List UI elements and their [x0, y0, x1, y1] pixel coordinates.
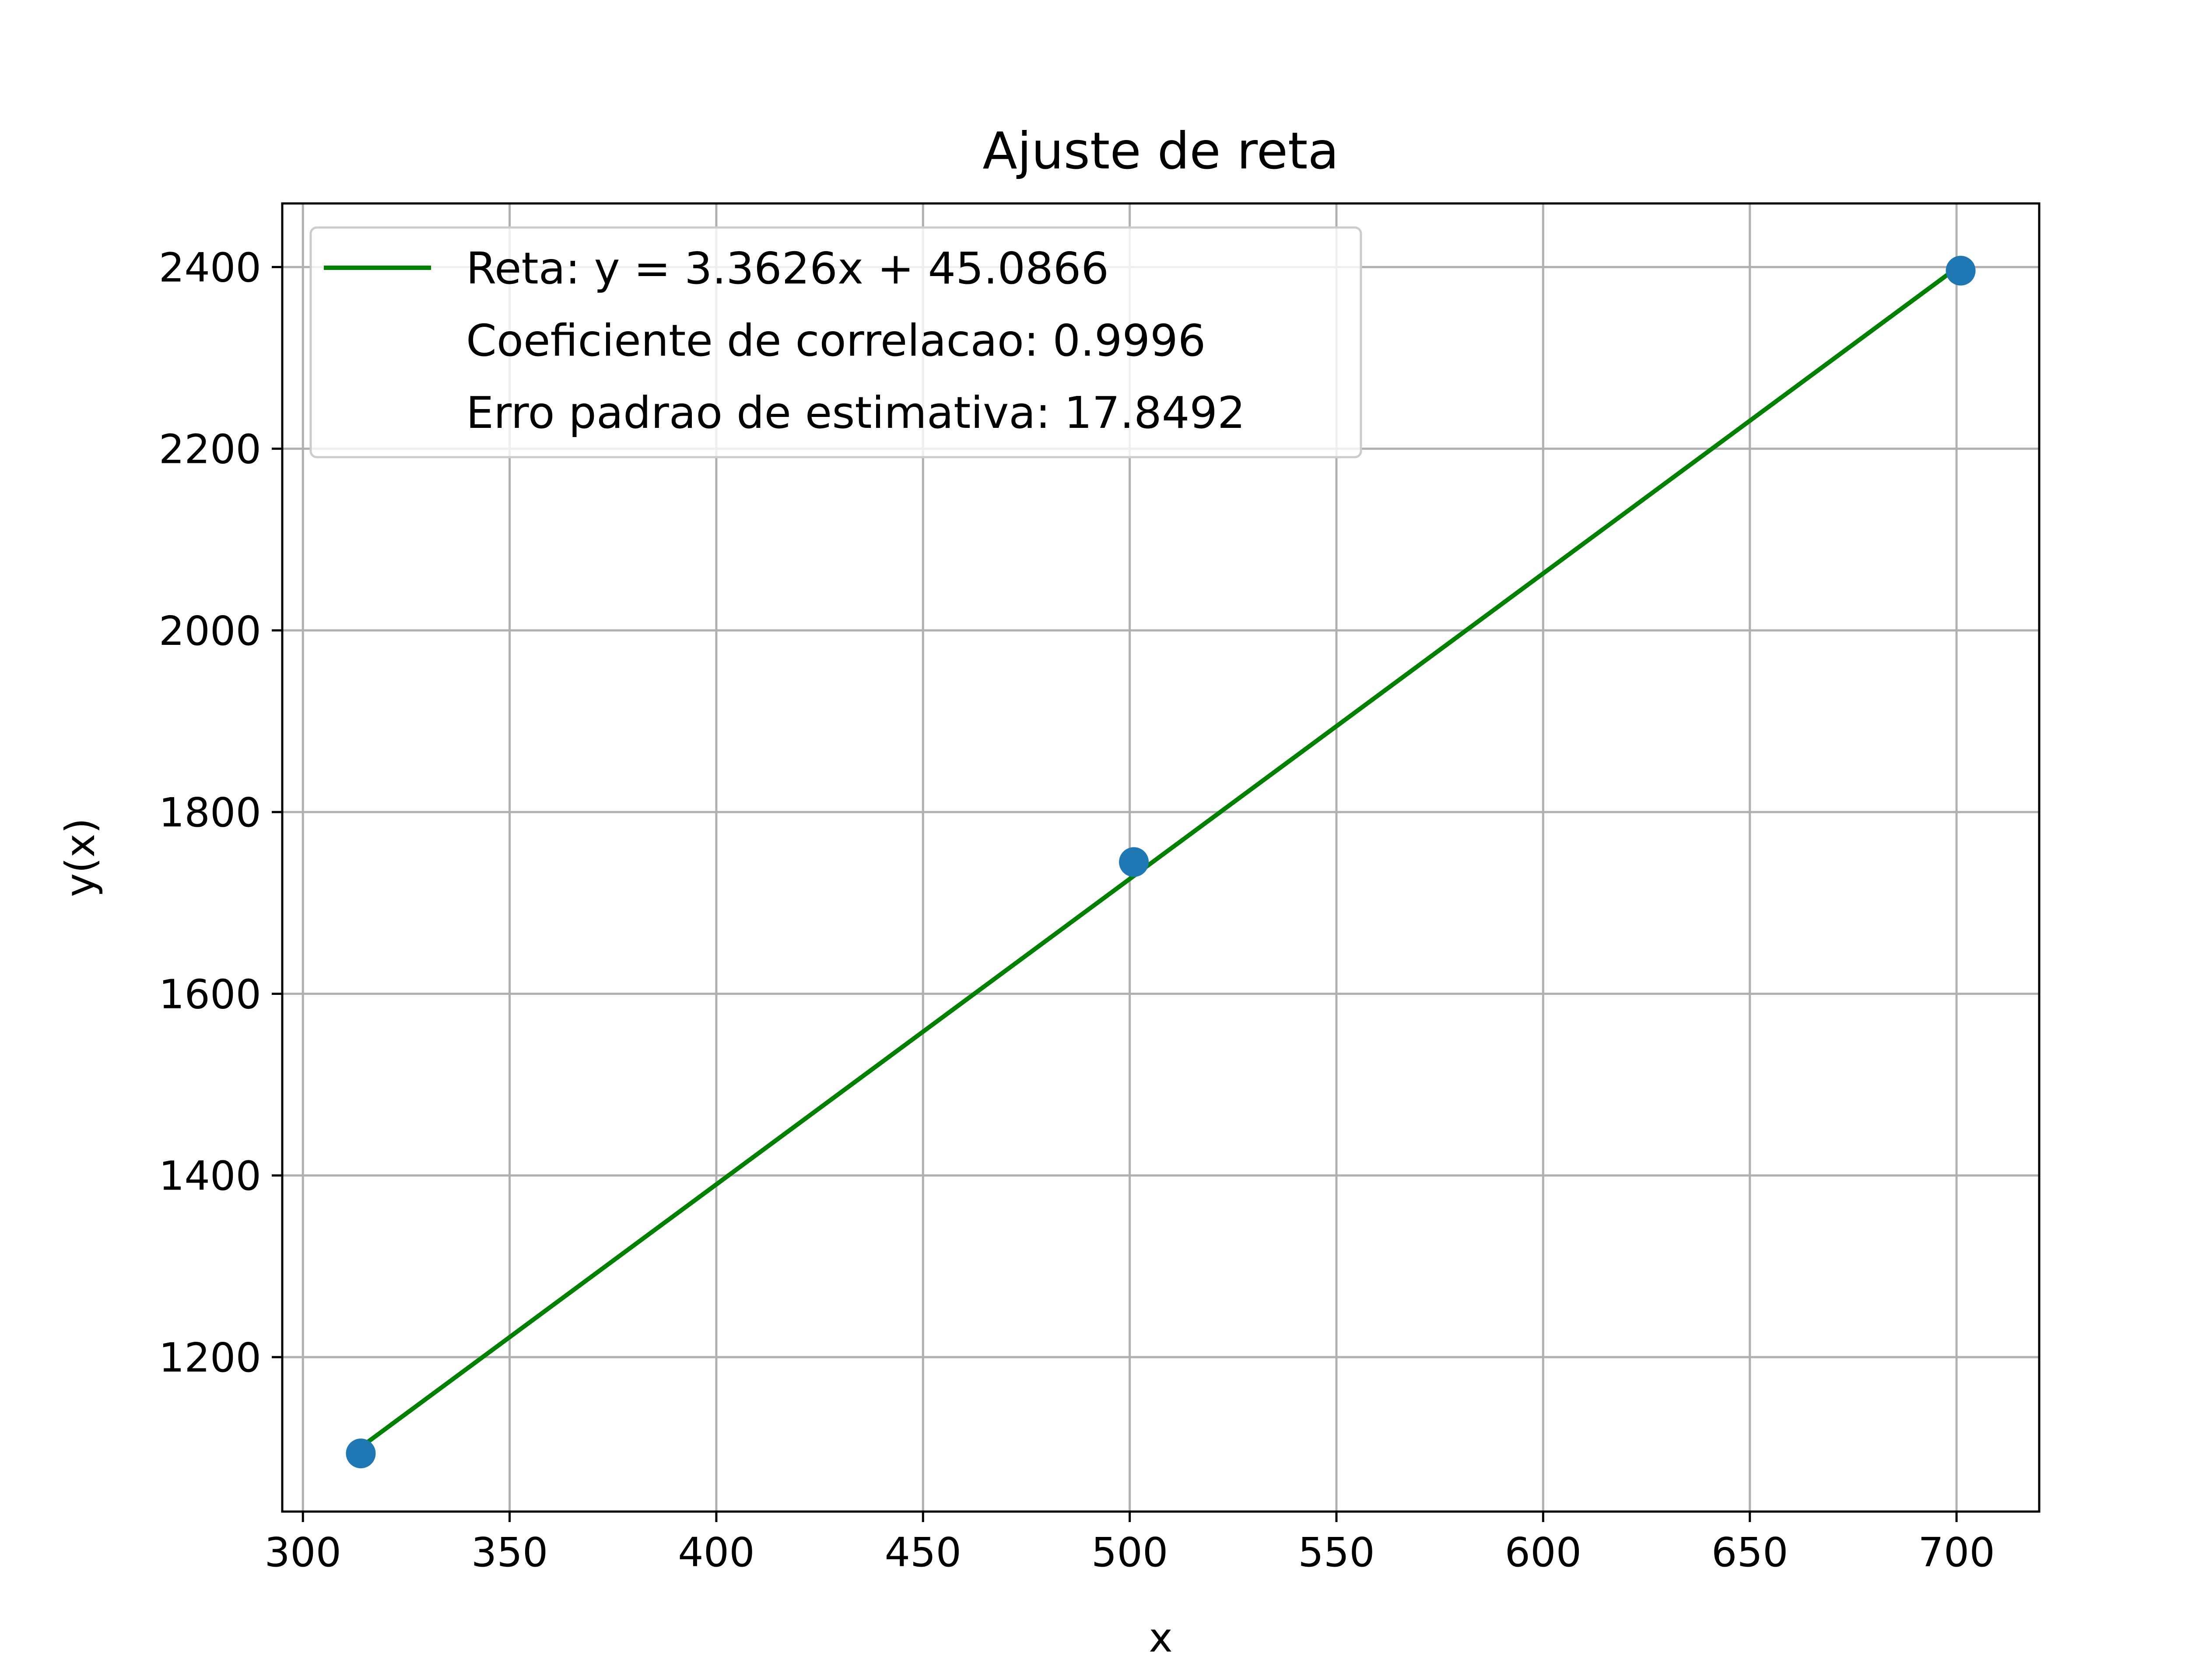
data-point [1119, 847, 1149, 877]
legend: Reta: y = 3.3626x + 45.0866 Coeficiente … [309, 226, 1362, 458]
chart-title: Ajuste de reta [982, 122, 1339, 181]
legend-entry-std-error: Erro padrao de estimativa: 17.8492 [466, 387, 1245, 438]
y-tick-label: 2200 [159, 426, 261, 473]
fit-line-group [359, 263, 1962, 1449]
x-axis-ticks: 300 350 400 450 500 550 600 650 700 [264, 1512, 1995, 1576]
x-tick-label: 400 [678, 1529, 755, 1576]
legend-entry-equation: Reta: y = 3.3626x + 45.0866 [466, 243, 1109, 294]
x-tick-label: 450 [884, 1529, 961, 1576]
plot-frame [281, 202, 2041, 1513]
data-point [346, 1438, 376, 1469]
y-axis-ticks: 1200 1400 1600 1800 2000 2200 2400 [159, 244, 282, 1381]
x-tick-label: 300 [264, 1529, 341, 1576]
y-tick-label: 2400 [159, 244, 261, 291]
scatter-points [346, 256, 1976, 1469]
fit-line [359, 263, 1962, 1449]
legend-entry-correlation: Coeficiente de correlacao: 0.9996 [466, 315, 1206, 366]
x-tick-label: 500 [1091, 1529, 1168, 1576]
y-tick-label: 1400 [159, 1153, 261, 1200]
y-axis-label: y(x) [57, 818, 104, 897]
data-point [1946, 256, 1976, 286]
x-tick-label: 650 [1711, 1529, 1788, 1576]
x-tick-label: 600 [1505, 1529, 1582, 1576]
y-tick-label: 1800 [159, 789, 261, 836]
y-tick-label: 1200 [159, 1334, 261, 1381]
y-tick-label: 2000 [159, 608, 261, 654]
legend-box [309, 226, 1362, 458]
x-tick-label: 350 [471, 1529, 548, 1576]
y-tick-label: 1600 [159, 971, 261, 1018]
x-tick-label: 550 [1298, 1529, 1375, 1576]
x-tick-label: 700 [1918, 1529, 1995, 1576]
x-axis-label: x [1149, 1614, 1172, 1661]
